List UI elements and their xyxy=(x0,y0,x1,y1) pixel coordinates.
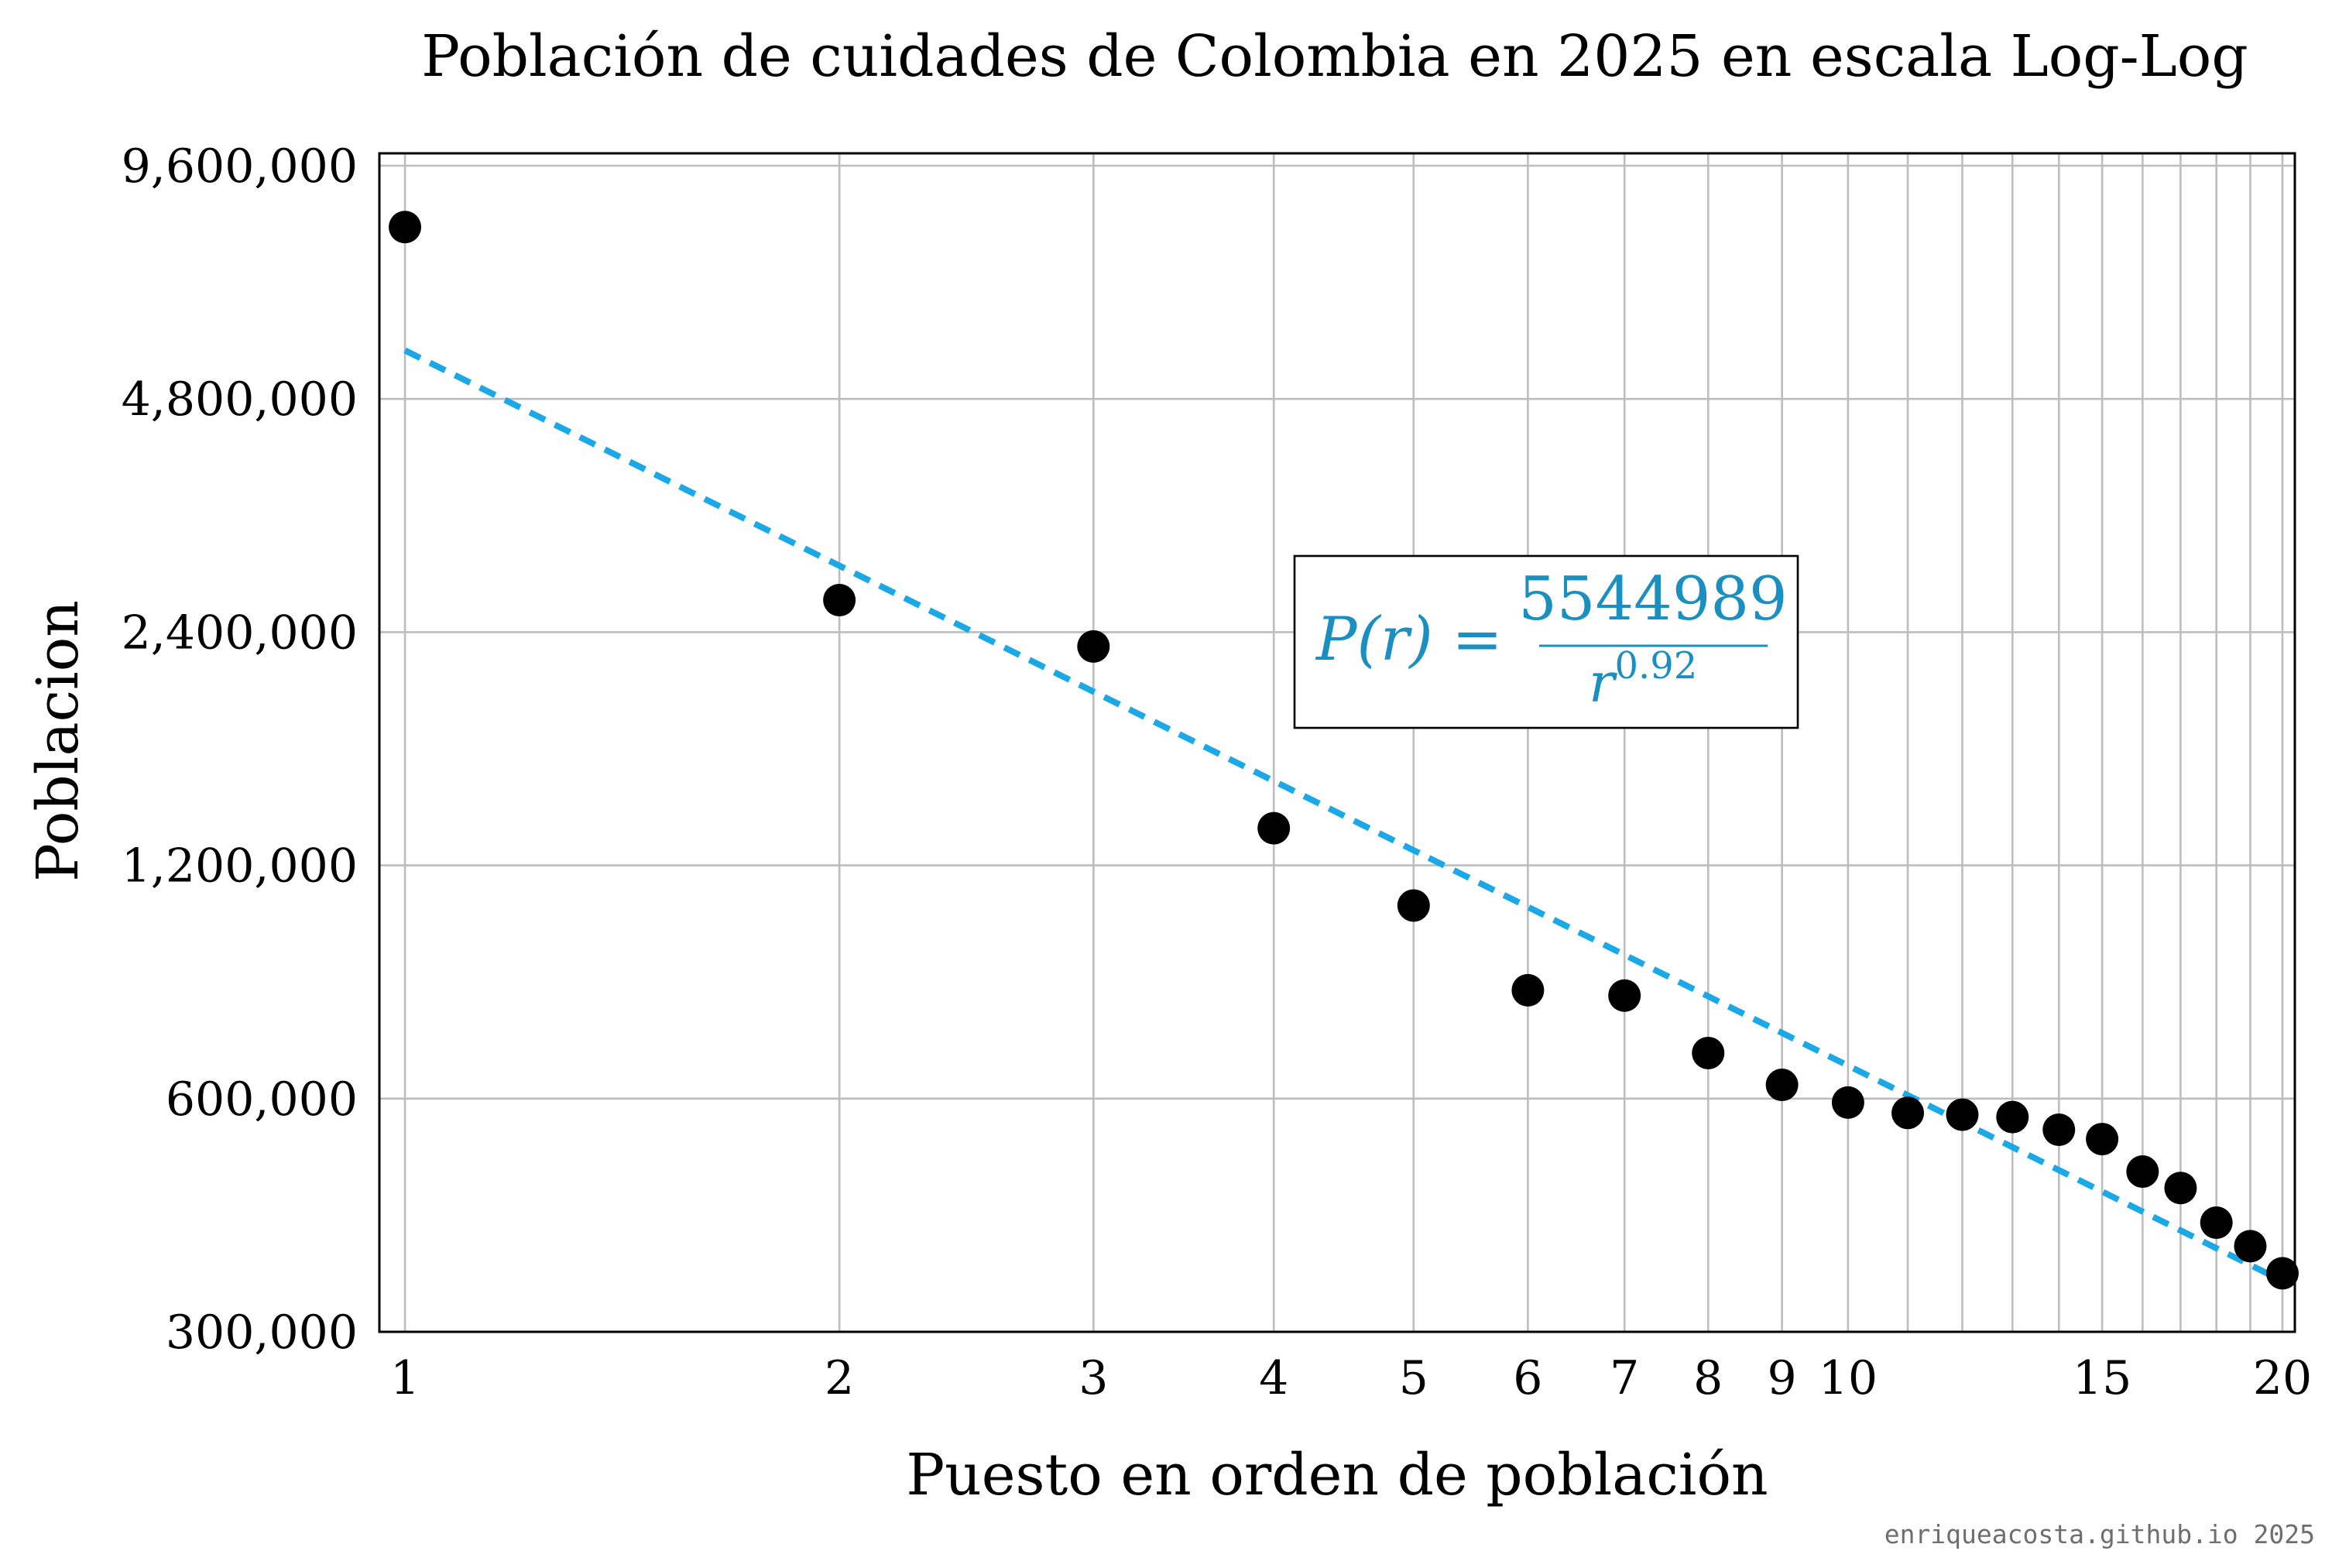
y-tick-label: 4,800,000 xyxy=(122,372,358,427)
equation-denominator-base: r xyxy=(1589,651,1617,715)
equation-denominator: r0.92 xyxy=(1589,644,1697,715)
x-tick-label: 3 xyxy=(1079,1351,1108,1405)
ticks-layer: 1 2 3 4 5 6 7 8 9 10 15 20 300,000 600,000 1,200,000 2,… xyxy=(122,139,2313,1405)
x-axis-label: Puesto en orden de población xyxy=(906,1442,1768,1508)
data-point xyxy=(1831,1086,1864,1119)
data-point xyxy=(389,211,422,244)
x-tick-label: 8 xyxy=(1693,1351,1723,1405)
data-point xyxy=(2042,1113,2076,1146)
x-tick-label: 2 xyxy=(825,1351,854,1405)
equation-frame xyxy=(1293,554,1799,729)
data-point xyxy=(1511,973,1545,1007)
equation-numerator: 5544989 xyxy=(1518,564,1787,634)
grid-layer xyxy=(379,153,2295,1333)
x-tick-label: 5 xyxy=(1399,1351,1428,1405)
footer-credit: enriqueacosta.github.io 2025 xyxy=(1884,1519,2315,1549)
data-point xyxy=(2126,1155,2159,1189)
equation-lhs: P(r) = xyxy=(1315,605,1503,674)
equation-denominator-exponent: 0.92 xyxy=(1614,644,1697,688)
x-tick-label: 1 xyxy=(390,1351,420,1405)
data-point xyxy=(2234,1230,2267,1263)
x-tick-label: 9 xyxy=(1768,1351,1797,1405)
data-point xyxy=(1397,889,1430,922)
fit-line xyxy=(403,347,2284,1284)
x-tick-label: 7 xyxy=(1610,1351,1639,1405)
points-layer xyxy=(389,211,2299,1290)
data-point xyxy=(1765,1069,1799,1102)
data-point xyxy=(1891,1096,1925,1130)
data-point xyxy=(823,583,856,616)
data-point xyxy=(1692,1036,1725,1069)
x-tick-label: 20 xyxy=(2253,1351,2312,1405)
data-point xyxy=(2200,1206,2233,1239)
y-tick-label: 2,400,000 xyxy=(122,606,358,660)
y-tick-label: 300,000 xyxy=(166,1306,358,1360)
plot-frame xyxy=(378,152,2296,1333)
data-point xyxy=(2086,1123,2119,1156)
y-axis-label: Poblacion xyxy=(25,600,91,882)
x-tick-label: 15 xyxy=(2073,1351,2131,1405)
data-point xyxy=(1257,811,1291,845)
y-tick-label: 600,000 xyxy=(166,1072,358,1127)
y-tick-label: 1,200,000 xyxy=(122,839,358,894)
data-point xyxy=(2164,1172,2197,1205)
data-point xyxy=(1996,1100,2029,1134)
fit-layer xyxy=(403,347,2284,1284)
data-point xyxy=(1077,630,1110,663)
data-point xyxy=(1608,979,1641,1012)
y-tick-label: 9,600,000 xyxy=(122,139,358,194)
equation-box: P(r) = 5544989 r0.92 xyxy=(1293,554,1799,729)
x-tick-label: 6 xyxy=(1513,1351,1542,1405)
data-point xyxy=(2265,1257,2299,1290)
x-tick-label: 4 xyxy=(1259,1351,1288,1405)
x-tick-label: 10 xyxy=(1819,1351,1878,1405)
chart-title: Población de cuidades de Colombia en 202… xyxy=(421,23,2248,90)
data-point xyxy=(1946,1098,1979,1131)
